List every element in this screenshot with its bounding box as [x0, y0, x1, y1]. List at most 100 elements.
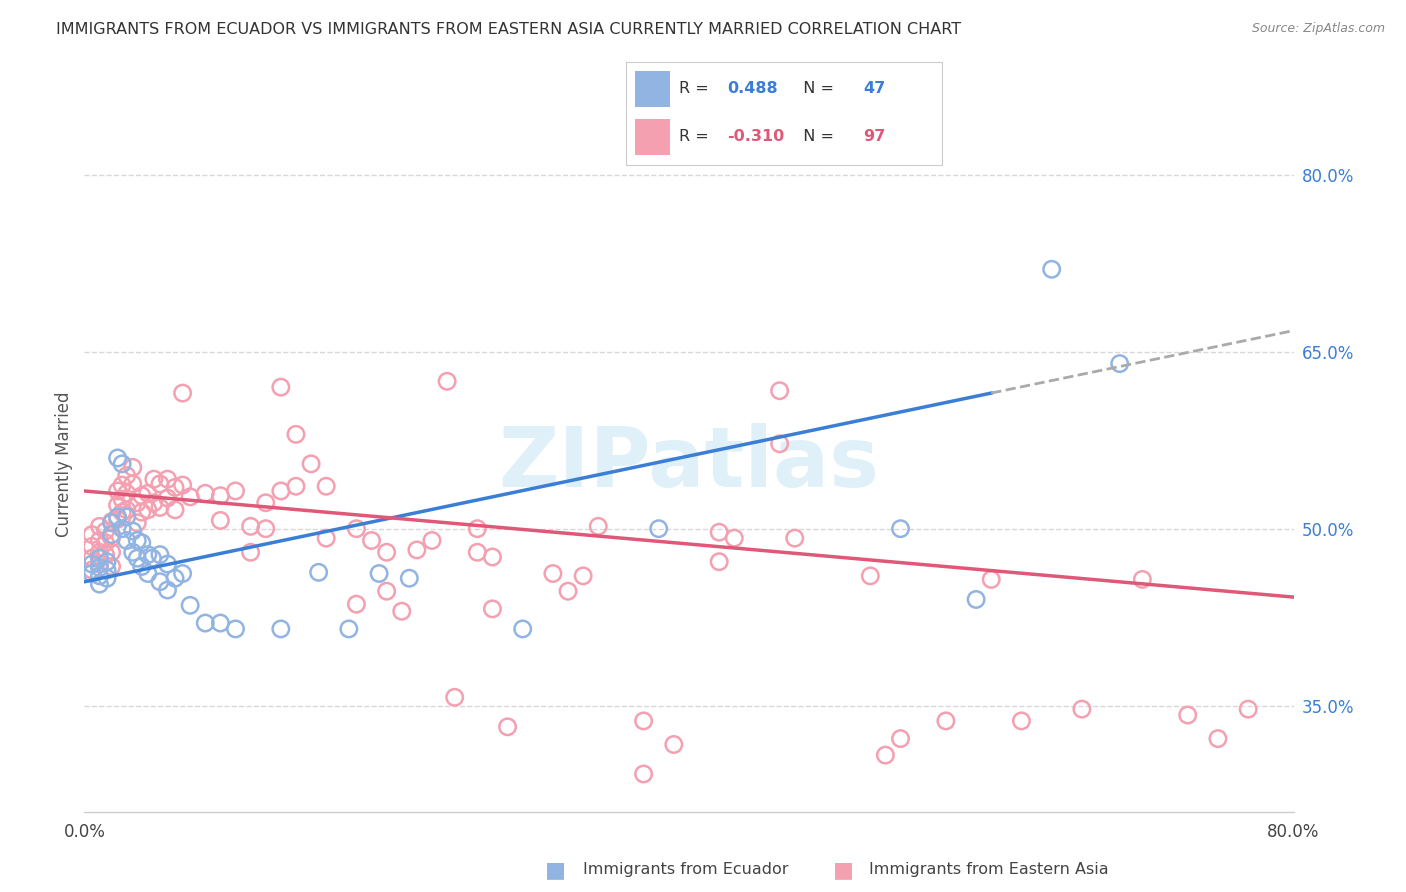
Point	[107, 483, 129, 498]
Point	[131, 505, 153, 519]
Point	[136, 503, 159, 517]
Point	[89, 551, 111, 566]
Text: R =: R =	[679, 129, 714, 145]
Point	[270, 483, 292, 498]
Point	[142, 496, 165, 510]
Point	[1177, 708, 1199, 723]
Point	[111, 492, 134, 507]
Point	[346, 597, 368, 611]
Point	[375, 584, 398, 599]
Point	[172, 566, 194, 581]
Point	[398, 571, 420, 585]
Point	[875, 748, 897, 763]
Point	[890, 522, 912, 536]
Point	[225, 483, 247, 498]
Point	[142, 472, 165, 486]
Point	[557, 584, 579, 599]
Text: Immigrants from Ecuador: Immigrants from Ecuador	[583, 863, 789, 877]
Point	[572, 569, 595, 583]
Point	[100, 515, 122, 529]
Point	[107, 450, 129, 465]
Point	[131, 489, 153, 503]
Point	[107, 509, 129, 524]
Point	[156, 557, 179, 571]
Point	[172, 478, 194, 492]
Point	[368, 566, 391, 581]
Point	[121, 524, 143, 538]
Point	[1040, 262, 1063, 277]
Point	[96, 555, 118, 569]
Point	[80, 566, 103, 581]
Point	[315, 479, 337, 493]
Point	[1011, 714, 1033, 728]
Point	[588, 519, 610, 533]
Point	[406, 543, 429, 558]
Point	[315, 531, 337, 545]
Point	[391, 604, 413, 618]
Point	[481, 602, 503, 616]
Text: 97: 97	[863, 129, 886, 145]
Point	[346, 522, 368, 536]
Point	[121, 476, 143, 491]
Text: 0.488: 0.488	[727, 81, 778, 96]
Point	[127, 533, 149, 548]
Point	[225, 622, 247, 636]
Point	[633, 714, 655, 728]
Point	[89, 519, 111, 533]
Point	[96, 571, 118, 585]
Point	[496, 720, 519, 734]
Point	[94, 536, 117, 550]
Point	[935, 714, 957, 728]
Point	[115, 486, 138, 500]
Point	[859, 569, 882, 583]
Point	[94, 524, 117, 538]
Point	[165, 480, 187, 494]
Point	[254, 496, 277, 510]
Point	[783, 531, 806, 545]
Point	[149, 548, 172, 562]
Point	[194, 486, 217, 500]
Bar	[636, 119, 669, 155]
Point	[337, 622, 360, 636]
Point	[115, 503, 138, 517]
Text: R =: R =	[679, 81, 714, 96]
Point	[156, 472, 179, 486]
Point	[136, 566, 159, 581]
Point	[80, 551, 103, 566]
Point	[121, 545, 143, 559]
Point	[179, 490, 201, 504]
Point	[239, 519, 262, 533]
Point	[107, 512, 129, 526]
Point	[127, 496, 149, 510]
Point	[136, 548, 159, 562]
Point	[436, 374, 458, 388]
Point	[965, 592, 987, 607]
Point	[89, 545, 111, 559]
Text: ■: ■	[834, 860, 853, 880]
Point	[149, 574, 172, 589]
Point	[172, 386, 194, 401]
Point	[254, 522, 277, 536]
Point	[80, 527, 103, 541]
Point	[96, 563, 118, 577]
Point	[1130, 573, 1153, 587]
Point	[890, 731, 912, 746]
Text: N =: N =	[793, 129, 839, 145]
Point	[209, 489, 232, 503]
Point	[467, 545, 489, 559]
Point	[80, 563, 103, 577]
Text: IMMIGRANTS FROM ECUADOR VS IMMIGRANTS FROM EASTERN ASIA CURRENTLY MARRIED CORREL: IMMIGRANTS FROM ECUADOR VS IMMIGRANTS FR…	[56, 22, 962, 37]
Point	[443, 690, 465, 705]
Point	[111, 478, 134, 492]
Point	[115, 533, 138, 548]
Point	[141, 551, 163, 566]
Point	[709, 525, 731, 540]
Point	[541, 566, 564, 581]
Text: N =: N =	[793, 81, 839, 96]
Point	[420, 533, 443, 548]
Point	[980, 573, 1002, 587]
Point	[1071, 702, 1094, 716]
Point	[769, 437, 792, 451]
Point	[285, 479, 308, 493]
Point	[648, 522, 671, 536]
